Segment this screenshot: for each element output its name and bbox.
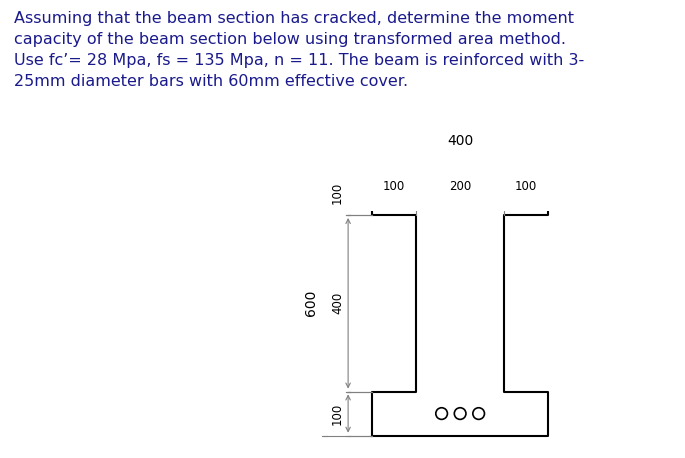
Text: 600: 600 [303, 290, 318, 316]
Text: 100: 100 [515, 180, 538, 193]
Text: 100: 100 [331, 403, 344, 425]
Text: 100: 100 [331, 182, 344, 204]
Text: 400: 400 [331, 292, 344, 315]
Text: Assuming that the beam section has cracked, determine the moment
capacity of the: Assuming that the beam section has crack… [14, 11, 584, 89]
Circle shape [473, 408, 484, 420]
Circle shape [454, 408, 466, 420]
Circle shape [436, 408, 447, 420]
Text: 400: 400 [447, 135, 473, 148]
Text: 100: 100 [383, 180, 405, 193]
Text: 200: 200 [449, 180, 471, 193]
